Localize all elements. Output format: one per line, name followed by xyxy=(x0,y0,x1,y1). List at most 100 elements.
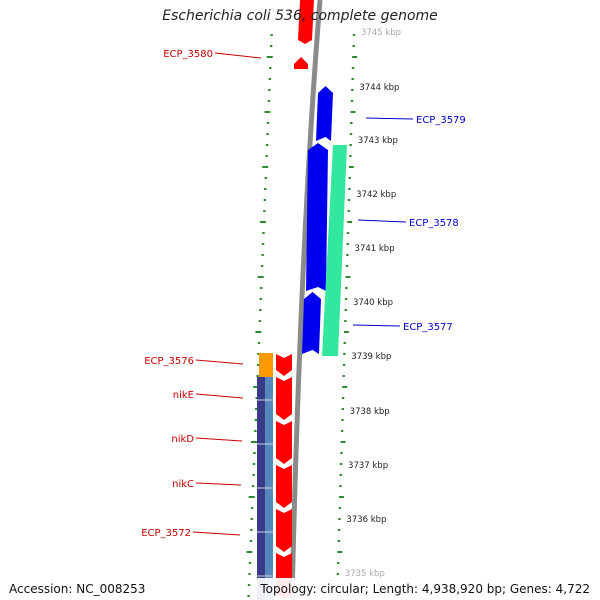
tick-dot-inner xyxy=(255,408,258,410)
kbp-label: 3743 kbp xyxy=(358,136,398,146)
tick-dot-outer xyxy=(351,67,355,69)
tick-dot-outer xyxy=(349,155,352,157)
gene-block-red xyxy=(276,509,292,552)
tick-dot-inner xyxy=(247,595,250,597)
tick-dot-inner xyxy=(264,177,267,179)
tick-dot-outer xyxy=(347,199,351,201)
tick-dot-inner xyxy=(259,298,262,300)
gene-label-leader xyxy=(214,52,262,59)
genome-stats-label: Topology: circular; Length: 4,938,920 bp… xyxy=(257,578,600,600)
tick-dot-outer xyxy=(351,89,354,91)
tick-dot-inner xyxy=(261,243,265,245)
tick-dot-outer xyxy=(337,551,343,553)
tick-dot-inner xyxy=(266,122,270,124)
tick-dot-outer xyxy=(346,243,349,245)
tick-dot-inner xyxy=(248,562,252,564)
tick-dot-inner xyxy=(263,199,267,201)
tick-dot-outer xyxy=(343,342,346,344)
tick-dot-inner xyxy=(250,518,253,520)
tick-dot-outer xyxy=(348,177,351,179)
gene-features xyxy=(257,0,347,600)
kbp-label: 3740 kbp xyxy=(353,298,393,308)
gene-label-leader xyxy=(195,437,243,442)
tick-dot-inner xyxy=(261,254,264,256)
tick-dot-inner xyxy=(259,221,266,223)
gene-label-leader xyxy=(195,359,244,365)
tick-dot-outer xyxy=(341,419,344,421)
gene-block-ecp3577 xyxy=(302,292,321,354)
gene-label-leader xyxy=(195,482,242,486)
tick-dot-outer xyxy=(348,166,354,168)
tick-dot-outer xyxy=(344,320,347,322)
tick-dot-inner xyxy=(255,397,258,399)
tick-dot-outer xyxy=(337,529,341,531)
tick-dot-inner xyxy=(260,287,263,289)
tick-dot-outer xyxy=(343,331,349,333)
tick-dot-outer xyxy=(340,452,343,454)
tick-dot-inner xyxy=(265,155,268,157)
tick-dot-outer xyxy=(343,353,346,355)
tick-dot-inner xyxy=(259,309,262,311)
gene-label-leader xyxy=(357,219,407,223)
tick-dot-outer xyxy=(341,397,345,399)
gene-label-leader xyxy=(352,324,401,327)
gene-block-red xyxy=(276,354,292,376)
tick-dot-inner xyxy=(270,34,273,36)
tick-dot-inner xyxy=(253,386,260,388)
tick-dot-inner xyxy=(257,353,260,355)
tick-dot-inner xyxy=(253,452,256,454)
tick-dot-outer xyxy=(352,45,355,47)
tick-dot-outer xyxy=(341,408,344,410)
gene-label-reverse: nikD xyxy=(171,434,194,445)
tick-dot-outer xyxy=(346,254,349,256)
tick-dot-outer xyxy=(347,221,353,223)
tick-dot-outer xyxy=(340,430,344,432)
tick-dot-inner xyxy=(247,584,251,586)
tick-dot-outer xyxy=(350,122,353,124)
gene-label-leader xyxy=(365,117,414,120)
tick-dot-inner xyxy=(269,45,273,47)
tick-dot-outer xyxy=(345,265,349,267)
tick-dot-inner xyxy=(249,540,253,542)
tick-dot-outer xyxy=(339,485,342,487)
gene-block-teal xyxy=(322,145,347,356)
tick-dot-inner xyxy=(252,474,255,476)
tick-dot-outer xyxy=(339,463,343,465)
tick-dot-outer xyxy=(337,540,340,542)
backbone xyxy=(289,0,323,600)
tick-dot-outer xyxy=(342,364,346,366)
tick-dot-inner xyxy=(263,210,266,212)
tick-dot-inner xyxy=(248,573,251,575)
tick-dot-inner xyxy=(256,375,259,377)
kbp-label: 3738 kbp xyxy=(350,407,390,417)
tick-dot-inner xyxy=(266,56,273,58)
gene-block-ecp3580 xyxy=(294,57,308,69)
gene-block-orange xyxy=(259,353,273,377)
tick-dot-outer xyxy=(352,56,358,58)
tick-dot-outer xyxy=(336,562,340,564)
tick-dot-inner xyxy=(260,265,264,267)
tick-dot-inner xyxy=(268,78,272,80)
gene-label-leader xyxy=(192,531,241,536)
tick-dot-outer xyxy=(346,232,350,234)
tick-dot-inner xyxy=(248,496,255,498)
tick-dot-inner xyxy=(250,441,257,443)
tick-dot-outer xyxy=(338,507,341,509)
gene-label-reverse: ECP_3572 xyxy=(141,528,191,539)
tick-dot-outer xyxy=(339,474,342,476)
tick-dot-outer xyxy=(350,111,356,113)
tick-dot-inner xyxy=(265,144,269,146)
tick-dot-outer xyxy=(340,441,346,443)
tick-dot-inner xyxy=(246,551,253,553)
gene-label-forward: ECP_3578 xyxy=(409,218,459,229)
backbone-line xyxy=(289,0,323,600)
tick-dot-inner xyxy=(250,529,253,531)
tick-guides xyxy=(246,34,358,597)
gene-label-reverse: nikE xyxy=(173,390,194,401)
tick-dot-outer xyxy=(350,100,354,102)
kbp-label: 3736 kbp xyxy=(346,515,386,525)
labels: 3745 kbp 3744 kbp 3743 kbp 3742 kbp 3741 kbp… xyxy=(141,28,466,579)
tick-dot-outer xyxy=(342,375,345,377)
gene-label-forward: ECP_3579 xyxy=(416,115,466,126)
